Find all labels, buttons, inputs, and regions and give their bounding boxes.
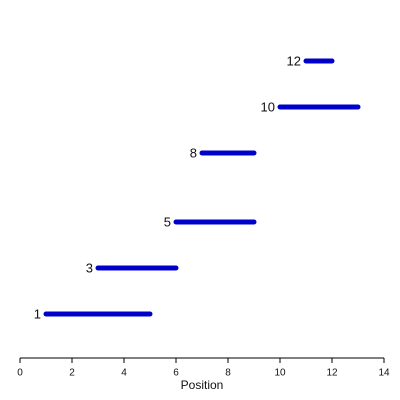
row-label: 1 bbox=[34, 306, 41, 321]
x-axis-label: Position bbox=[181, 378, 224, 392]
row-label: 8 bbox=[190, 145, 197, 160]
row-label: 12 bbox=[287, 53, 301, 68]
x-tick-label: 14 bbox=[378, 368, 390, 379]
x-tick-label: 10 bbox=[274, 368, 286, 379]
x-tick-label: 6 bbox=[173, 368, 179, 379]
x-tick-label: 4 bbox=[121, 368, 127, 379]
row-label: 5 bbox=[164, 214, 171, 229]
x-tick-label: 12 bbox=[326, 368, 338, 379]
x-tick-label: 2 bbox=[69, 368, 75, 379]
row-label: 3 bbox=[86, 260, 93, 275]
x-tick-label: 8 bbox=[225, 368, 231, 379]
row-label: 10 bbox=[261, 99, 275, 114]
x-tick-label: 0 bbox=[17, 368, 23, 379]
